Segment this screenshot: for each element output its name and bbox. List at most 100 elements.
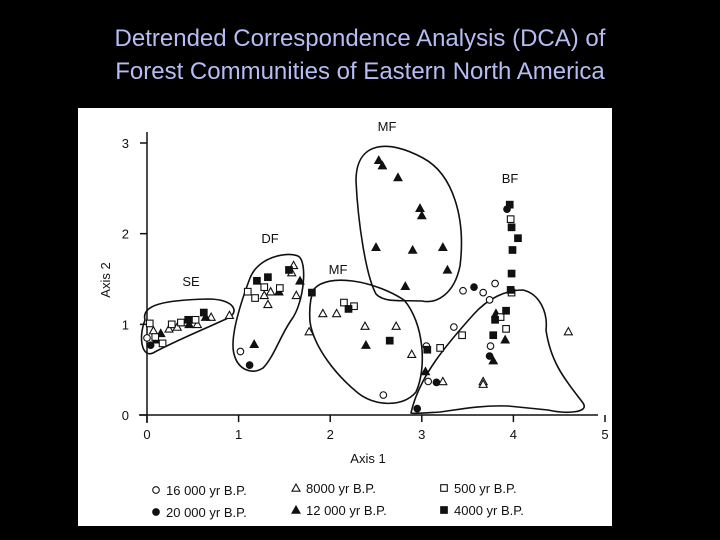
legend-marker xyxy=(291,504,301,514)
data-point xyxy=(308,288,316,297)
data-point xyxy=(502,325,510,333)
community-label: MF xyxy=(329,262,348,277)
data-point xyxy=(420,366,431,376)
data-point xyxy=(285,266,293,274)
community-label: BF xyxy=(502,171,519,186)
plot-axes xyxy=(139,132,606,423)
data-point xyxy=(377,160,388,170)
data-point xyxy=(253,276,261,285)
data-point xyxy=(262,299,273,309)
data-point xyxy=(491,315,499,324)
data-point xyxy=(164,323,174,333)
data-point xyxy=(470,283,478,292)
data-point xyxy=(393,172,403,182)
data-point xyxy=(143,334,151,342)
data-point xyxy=(423,345,432,354)
data-point xyxy=(344,305,353,313)
legend-marker xyxy=(440,506,448,514)
slide-title-line-2: Forest Communities of Eastern North Amer… xyxy=(115,58,605,85)
data-point xyxy=(458,331,466,340)
x-tick-label: 5 xyxy=(601,427,608,442)
data-point xyxy=(485,296,494,304)
x-tick-label: 1 xyxy=(235,427,242,442)
legend-item: 16 000 yr B.P. xyxy=(152,483,247,498)
series-4 xyxy=(145,215,516,352)
data-point xyxy=(291,290,302,300)
data-point xyxy=(295,275,305,285)
legend-marker xyxy=(152,486,160,494)
legend-label: 4000 yr B.P. xyxy=(454,503,524,518)
data-point xyxy=(259,290,270,300)
dca-scatter-plot: 0 1 2 3 4 5 0 1 2 3 MF BF DF MF SE Axis 1 Axis 2 16 0… xyxy=(98,119,609,520)
data-point xyxy=(502,306,510,315)
data-point xyxy=(317,308,328,318)
data-point xyxy=(400,281,411,291)
data-point xyxy=(391,321,402,330)
data-point xyxy=(151,333,160,341)
data-point xyxy=(416,210,427,220)
community-label: SE xyxy=(182,274,200,289)
legend-item: 4000 yr B.P. xyxy=(440,503,524,518)
legend-label: 8000 yr B.P. xyxy=(306,481,376,496)
legend-item: 8000 yr B.P. xyxy=(291,481,376,496)
data-point xyxy=(360,321,370,330)
y-tick-label: 0 xyxy=(122,408,129,423)
data-point xyxy=(479,288,488,297)
data-point xyxy=(385,336,394,345)
data-point xyxy=(373,155,384,164)
series-3 xyxy=(151,155,511,376)
data-point xyxy=(265,286,276,296)
data-point xyxy=(199,308,208,317)
group-outline-bf xyxy=(410,289,586,415)
series-0 xyxy=(143,279,499,399)
data-point xyxy=(507,269,516,278)
data-point xyxy=(249,339,260,349)
data-point xyxy=(145,319,154,328)
data-point xyxy=(486,342,495,350)
data-point xyxy=(167,320,176,329)
data-point xyxy=(275,284,284,292)
data-point xyxy=(406,349,417,359)
data-point xyxy=(485,352,494,360)
legend-item: 500 yr B.P. xyxy=(440,481,517,496)
y-tick-label: 2 xyxy=(122,227,129,242)
data-point xyxy=(491,279,499,288)
data-point xyxy=(505,200,514,209)
data-point xyxy=(331,308,342,318)
data-point xyxy=(506,215,515,224)
data-point xyxy=(514,234,522,243)
data-point xyxy=(146,341,155,350)
data-point xyxy=(415,203,425,213)
data-point xyxy=(371,242,381,252)
series-1 xyxy=(146,205,511,413)
data-point xyxy=(224,310,235,320)
data-point xyxy=(236,347,245,356)
community-outlines xyxy=(140,145,586,415)
data-point xyxy=(264,273,272,282)
legend-label: 12 000 yr B.P. xyxy=(306,503,387,518)
ordination-figure: 0 1 2 3 4 5 0 1 2 3 MF BF DF MF SE Axis 1 Axis 2 16 0… xyxy=(78,108,612,526)
community-labels: MF BF DF MF SE xyxy=(182,119,518,289)
data-point xyxy=(251,294,259,302)
data-point xyxy=(191,315,200,324)
data-point xyxy=(507,223,516,232)
data-point xyxy=(192,319,203,329)
data-point xyxy=(245,361,254,369)
data-point xyxy=(442,264,453,274)
legend-item: 12 000 yr B.P. xyxy=(291,503,387,518)
legend: 16 000 yr B.P. 20 000 yr B.P. 8000 yr B.P.… xyxy=(152,481,524,520)
slide-title-line-1: Detrended Correspondence Analysis (DCA) … xyxy=(114,25,606,52)
data-point xyxy=(304,326,315,336)
y-tick-label: 1 xyxy=(122,317,129,332)
group-outline-df xyxy=(232,253,305,372)
legend-label: 16 000 yr B.P. xyxy=(166,483,247,498)
data-point xyxy=(360,340,371,349)
data-point xyxy=(340,298,348,307)
slide-title: Detrended Correspondence Analysis (DCA) … xyxy=(0,22,720,88)
x-tick-label: 3 xyxy=(418,427,425,442)
data-point xyxy=(184,319,195,329)
data-point xyxy=(459,286,467,295)
tick-labels: 0 1 2 3 4 5 0 1 2 3 xyxy=(122,136,609,442)
data-point xyxy=(489,331,498,340)
data-point xyxy=(200,311,211,321)
